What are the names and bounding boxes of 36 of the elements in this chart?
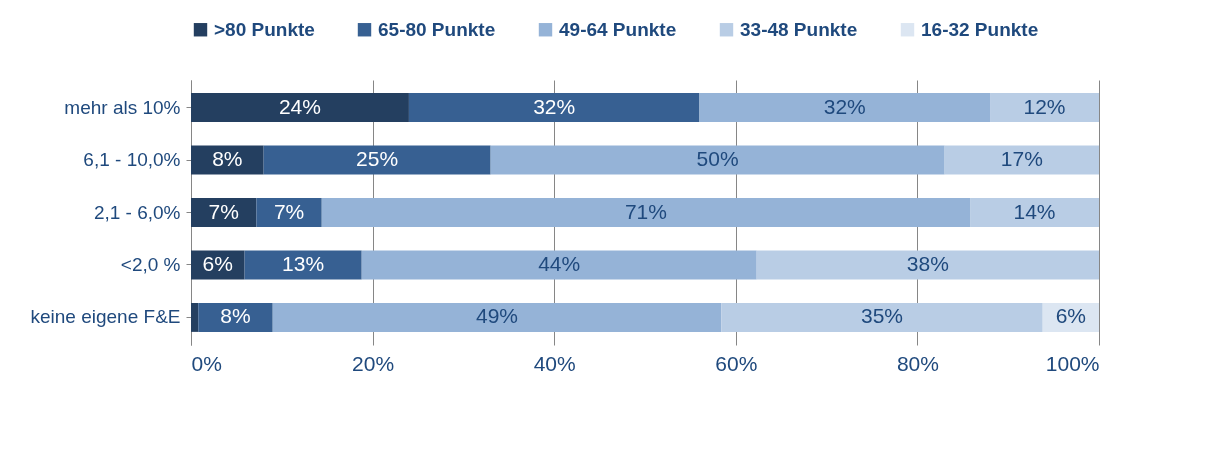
legend-label: 49-64 Punkte <box>559 18 677 40</box>
x-tick-label: 80% <box>896 351 939 375</box>
legend-label: 16-32 Punkte <box>921 18 1039 40</box>
legend-label: 65-80 Punkte <box>378 18 496 40</box>
legend-label: >80 Punkte <box>214 18 315 40</box>
data-label: 50% <box>696 147 739 171</box>
data-label: 6% <box>1055 304 1087 328</box>
y-tick-label: 6,1 - 10,0% <box>83 149 181 171</box>
data-label: 6% <box>202 251 233 275</box>
data-label: 35% <box>860 304 903 328</box>
data-label: 25% <box>356 147 399 171</box>
data-label: 14% <box>1013 199 1056 223</box>
data-label: 8% <box>220 304 251 328</box>
y-tick-label: mehr als 10% <box>64 96 181 118</box>
data-label: 8% <box>212 147 243 171</box>
data-label: 71% <box>624 199 667 223</box>
x-tick-label: 100% <box>1045 351 1100 375</box>
legend-label: 33-48 Punkte <box>740 18 858 40</box>
data-label: 7% <box>208 199 239 223</box>
x-tick-label: 60% <box>715 351 758 375</box>
data-label: 49% <box>475 304 519 328</box>
x-tick-label: 0% <box>191 351 222 375</box>
data-label: 38% <box>906 251 949 275</box>
data-label: 12% <box>1023 94 1066 118</box>
data-label: 7% <box>273 199 305 223</box>
data-label: 17% <box>1000 147 1043 171</box>
data-label: 24% <box>278 94 321 118</box>
x-tick-label: 40% <box>533 351 576 375</box>
data-label: 13% <box>282 251 325 275</box>
x-tick-label: 20% <box>352 351 395 375</box>
y-tick-label: <2,0 % <box>120 253 181 275</box>
data-label: 32% <box>533 94 576 118</box>
data-label: 44% <box>538 251 581 275</box>
data-label: 32% <box>823 94 866 118</box>
y-tick-label: 2,1 - 6,0% <box>93 201 181 223</box>
y-tick-label: keine eigene F&E <box>30 306 181 328</box>
